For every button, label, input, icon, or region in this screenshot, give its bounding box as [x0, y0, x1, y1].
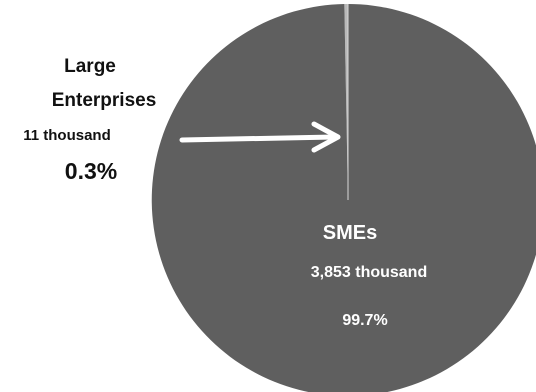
- pie-slice-smes: [151, 4, 536, 392]
- smes-percent-label: 99.7%: [342, 312, 388, 329]
- large-enterprises-label-line2: Enterprises: [51, 90, 157, 111]
- arrow-shaft: [179, 134, 337, 143]
- pie-slice-large-enterprises: [344, 3, 348, 201]
- large-enterprises-percent-label: 0.3%: [64, 158, 118, 184]
- arrow-head: [311, 121, 341, 153]
- large-enterprises-label-line1: Large: [64, 56, 116, 77]
- smes-count-label: 3,853 thousand: [310, 264, 428, 281]
- smes-label: SMEs: [322, 222, 378, 244]
- large-enterprises-count-label: 11 thousand: [23, 127, 111, 144]
